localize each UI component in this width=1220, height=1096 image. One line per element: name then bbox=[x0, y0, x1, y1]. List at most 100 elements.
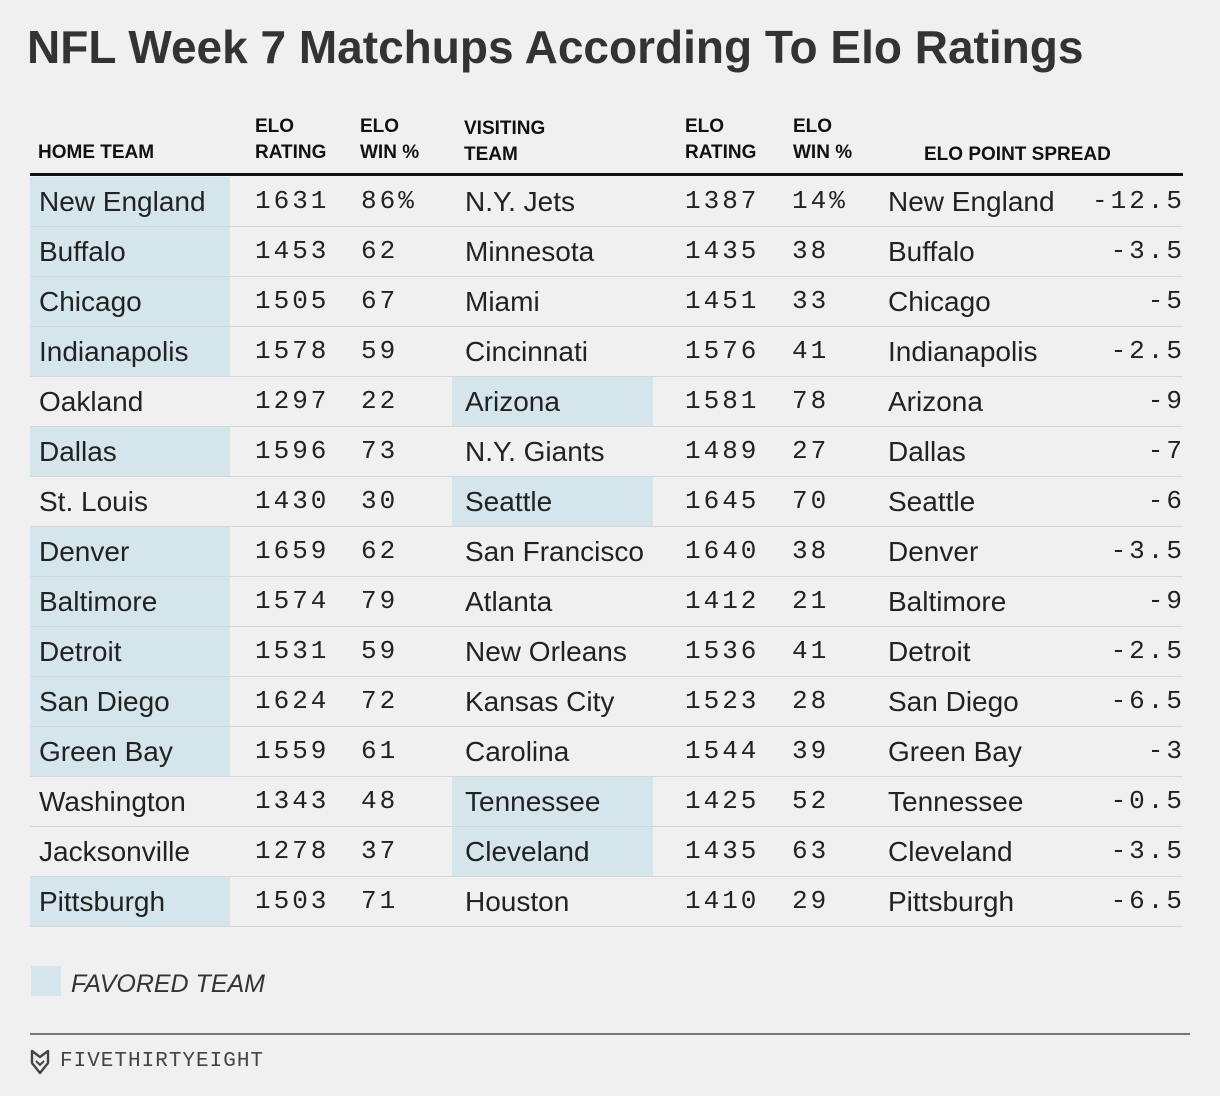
visiting-rating-cell: 1536 bbox=[685, 636, 760, 666]
table-row: New England 1631 86% N.Y. Jets 1387 14% New En… bbox=[30, 177, 1183, 227]
home-team-cell: New England bbox=[39, 186, 206, 217]
favored-highlight bbox=[30, 677, 230, 726]
spread-team-cell: Green Bay bbox=[888, 736, 1022, 767]
home-rating-cell: 1596 bbox=[255, 436, 330, 466]
home-team-cell: Buffalo bbox=[39, 236, 126, 267]
header-visiting-team-line2: TEAM bbox=[464, 144, 518, 165]
home-team-cell: Detroit bbox=[39, 636, 122, 667]
header-divider bbox=[30, 173, 1183, 176]
home-win-cell: 79 bbox=[361, 586, 399, 616]
table-row: Pittsburgh 1503 71 Houston 1410 29 Pittsburgh -… bbox=[30, 877, 1183, 927]
header-home-rating: ELO RATING bbox=[255, 114, 326, 166]
visiting-win-cell: 39 bbox=[792, 736, 830, 766]
fox-logo-icon bbox=[30, 1049, 50, 1075]
header-visiting-team: VISITING TEAM bbox=[464, 116, 545, 168]
favored-highlight bbox=[30, 527, 230, 576]
table-row: Chicago 1505 67 Miami 1451 33 Chicago -5 bbox=[30, 277, 1183, 327]
spread-value-cell: -2.5 bbox=[1110, 336, 1185, 366]
header-home-win: ELO WIN % bbox=[360, 114, 419, 166]
favored-highlight bbox=[452, 477, 653, 526]
spread-value-cell: -9 bbox=[1147, 386, 1185, 416]
header-home-team: HOME TEAM bbox=[38, 140, 154, 166]
legend-swatch bbox=[31, 966, 61, 996]
table-row: Green Bay 1559 61 Carolina 1544 39 Green Bay -3 bbox=[30, 727, 1183, 777]
table-row: Dallas 1596 73 N.Y. Giants 1489 27 Dallas -7 bbox=[30, 427, 1183, 477]
table-row: Denver 1659 62 San Francisco 1640 38 Denver -3.… bbox=[30, 527, 1183, 577]
spread-value-cell: -7 bbox=[1147, 436, 1185, 466]
spread-team-cell: Tennessee bbox=[888, 786, 1024, 817]
visiting-win-cell: 28 bbox=[792, 686, 830, 716]
home-team-cell: St. Louis bbox=[39, 486, 148, 517]
header-visiting-team-line1: VISITING bbox=[464, 118, 546, 139]
home-win-cell: 61 bbox=[361, 736, 399, 766]
visiting-win-cell: 70 bbox=[792, 486, 830, 516]
visiting-rating-cell: 1412 bbox=[685, 586, 760, 616]
visiting-rating-cell: 1523 bbox=[685, 686, 760, 716]
visiting-rating-cell: 1645 bbox=[685, 486, 760, 516]
home-win-cell: 62 bbox=[361, 236, 399, 266]
home-team-cell: Pittsburgh bbox=[39, 886, 166, 917]
visiting-win-cell: 38 bbox=[792, 236, 830, 266]
visiting-rating-cell: 1435 bbox=[685, 836, 760, 866]
home-team-cell: Jacksonville bbox=[39, 836, 190, 867]
visiting-win-cell: 33 bbox=[792, 286, 830, 316]
visiting-win-cell: 41 bbox=[792, 636, 830, 666]
visiting-team-cell: Tennessee bbox=[465, 786, 601, 817]
visiting-team-cell: Miami bbox=[465, 286, 540, 317]
home-team-cell: Washington bbox=[39, 786, 186, 817]
home-team-cell: Chicago bbox=[39, 286, 142, 317]
visiting-team-cell: N.Y. Jets bbox=[465, 186, 575, 217]
visiting-win-cell: 29 bbox=[792, 886, 830, 916]
header-home-win-line2: WIN % bbox=[360, 142, 420, 163]
home-win-cell: 71 bbox=[361, 886, 399, 916]
visiting-rating-cell: 1640 bbox=[685, 536, 760, 566]
home-rating-cell: 1503 bbox=[255, 886, 330, 916]
home-rating-cell: 1430 bbox=[255, 486, 330, 516]
header-visiting-rating: ELO RATING bbox=[685, 114, 756, 166]
favored-highlight bbox=[30, 177, 230, 226]
table-row: Jacksonville 1278 37 Cleveland 1435 63 Clevela… bbox=[30, 827, 1183, 877]
visiting-team-cell: Minnesota bbox=[465, 236, 595, 267]
spread-team-cell: Pittsburgh bbox=[888, 886, 1015, 917]
legend-label: FAVORED TEAM bbox=[71, 970, 266, 998]
visiting-team-cell: Carolina bbox=[465, 736, 570, 767]
visiting-team-cell: Atlanta bbox=[465, 586, 553, 617]
table-row: Oakland 1297 22 Arizona 1581 78 Arizona -9 bbox=[30, 377, 1183, 427]
visiting-team-cell: Houston bbox=[465, 886, 570, 917]
home-rating-cell: 1278 bbox=[255, 836, 330, 866]
favored-highlight bbox=[452, 777, 653, 826]
home-win-cell: 67 bbox=[361, 286, 399, 316]
home-rating-cell: 1574 bbox=[255, 586, 330, 616]
visiting-rating-cell: 1425 bbox=[685, 786, 760, 816]
spread-team-cell: Buffalo bbox=[888, 236, 975, 267]
table-row: Indianapolis 1578 59 Cincinnati 1576 41 Indian… bbox=[30, 327, 1183, 377]
home-team-cell: Dallas bbox=[39, 436, 117, 467]
home-rating-cell: 1578 bbox=[255, 336, 330, 366]
home-win-cell: 22 bbox=[361, 386, 399, 416]
home-rating-cell: 1659 bbox=[255, 536, 330, 566]
spread-value-cell: -0.5 bbox=[1110, 786, 1185, 816]
table-row: Buffalo 1453 62 Minnesota 1435 38 Buffalo -3.5 bbox=[30, 227, 1183, 277]
spread-value-cell: -12.5 bbox=[1091, 186, 1185, 216]
home-rating-cell: 1559 bbox=[255, 736, 330, 766]
spread-value-cell: -6.5 bbox=[1110, 886, 1185, 916]
visiting-rating-cell: 1435 bbox=[685, 236, 760, 266]
home-win-cell: 37 bbox=[361, 836, 399, 866]
spread-value-cell: -3.5 bbox=[1110, 536, 1185, 566]
home-win-cell: 62 bbox=[361, 536, 399, 566]
spread-team-cell: Arizona bbox=[888, 386, 983, 417]
home-win-cell: 72 bbox=[361, 686, 399, 716]
visiting-rating-cell: 1581 bbox=[685, 386, 760, 416]
home-team-cell: San Diego bbox=[39, 686, 170, 717]
chart-title: NFL Week 7 Matchups According To Elo Rat… bbox=[27, 21, 1084, 73]
home-team-cell: Green Bay bbox=[39, 736, 173, 767]
header-visiting-win: ELO WIN % bbox=[793, 114, 852, 166]
table-row: San Diego 1624 72 Kansas City 1523 28 San Dieg… bbox=[30, 677, 1183, 727]
visiting-team-cell: Cleveland bbox=[465, 836, 590, 867]
home-win-cell: 59 bbox=[361, 336, 399, 366]
spread-team-cell: Cleveland bbox=[888, 836, 1013, 867]
favored-highlight bbox=[30, 577, 230, 626]
home-win-cell: 48 bbox=[361, 786, 399, 816]
favored-highlight bbox=[30, 627, 230, 676]
visiting-win-cell: 52 bbox=[792, 786, 830, 816]
